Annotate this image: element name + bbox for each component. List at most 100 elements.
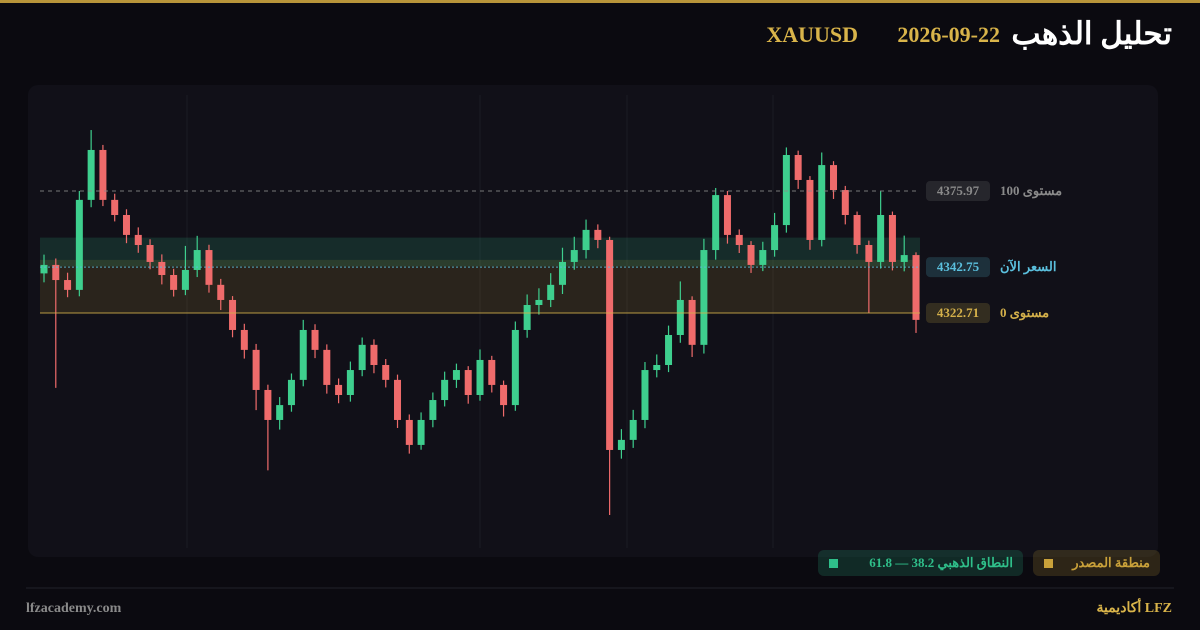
- legend-label: منطقة المصدر: [1071, 555, 1150, 571]
- candle-body: [759, 250, 767, 265]
- candle-body: [794, 155, 802, 180]
- candle-body: [181, 269, 189, 290]
- level-name: مستوى 100: [1000, 183, 1062, 199]
- candle-body: [700, 250, 708, 345]
- candle-body: [170, 275, 178, 290]
- candle-body: [146, 245, 154, 262]
- candle-body: [158, 261, 166, 275]
- candle-body: [806, 179, 814, 240]
- candle-body: [629, 419, 637, 440]
- candle-body: [570, 250, 578, 262]
- candle-body: [217, 284, 225, 300]
- candle-body: [582, 229, 590, 251]
- candle-body: [264, 389, 272, 420]
- candle-body: [830, 165, 838, 191]
- legend-label: النطاق الذهبي 38.2 — 61.8: [869, 555, 1013, 571]
- candle-body: [287, 379, 295, 406]
- candle-body: [511, 329, 519, 406]
- candle-body: [452, 370, 460, 380]
- candle-body: [441, 379, 449, 401]
- legend-swatch: [1044, 559, 1053, 568]
- candle-body: [240, 329, 248, 350]
- candle-body: [523, 305, 531, 330]
- candle-body: [111, 199, 119, 215]
- candle-body: [912, 255, 920, 320]
- candles: [40, 130, 920, 515]
- candle-body: [311, 329, 319, 350]
- candle-body: [488, 359, 496, 385]
- date: 2026-09-22: [897, 22, 1000, 47]
- candle-body: [888, 215, 896, 262]
- top-rule: [0, 0, 1200, 3]
- candle-body: [558, 261, 566, 285]
- candle-body: [476, 359, 484, 395]
- candle-body: [877, 215, 885, 262]
- candle-body: [547, 284, 555, 300]
- candle-body: [99, 149, 107, 200]
- footer-brand: أكاديمية LFZ: [1096, 597, 1172, 616]
- candle-body: [865, 245, 873, 262]
- candle-body: [429, 400, 437, 420]
- candle-body: [606, 239, 614, 450]
- candle-body: [252, 349, 260, 390]
- candle-body: [405, 419, 413, 445]
- level-name: مستوى 0: [1000, 305, 1049, 321]
- candle-body: [40, 264, 48, 274]
- candle-body: [323, 349, 331, 385]
- candle-body: [276, 405, 284, 420]
- candle-body: [676, 299, 684, 335]
- level-value: 4342.75: [937, 259, 980, 274]
- candle-body: [594, 229, 602, 240]
- candle-body: [747, 245, 755, 265]
- candle-body: [853, 215, 861, 245]
- vertical-grid: [186, 95, 774, 548]
- candle-body: [229, 299, 237, 330]
- candle-body: [52, 264, 60, 281]
- level-value: 4375.97: [937, 183, 980, 198]
- title: تحليل الذهب: [1011, 16, 1172, 51]
- candle-body: [841, 190, 849, 215]
- candle-body: [735, 234, 743, 245]
- candle-body: [193, 250, 201, 270]
- candle-body: [346, 370, 354, 395]
- candle-body: [782, 155, 790, 226]
- legend-swatch: [829, 559, 838, 568]
- candle-body: [358, 344, 366, 371]
- level-badge: [926, 257, 990, 278]
- candle-body: [535, 299, 543, 305]
- candle-body: [394, 379, 402, 420]
- candle-body: [818, 165, 826, 240]
- level-name: السعر الآن: [1000, 259, 1056, 275]
- symbol: XAUUSD: [766, 22, 858, 47]
- candle-body: [335, 384, 343, 395]
- candle-body: [87, 149, 95, 200]
- candle-body: [382, 365, 390, 380]
- candle-body: [299, 329, 307, 380]
- candle-body: [64, 280, 72, 290]
- candle-body: [122, 215, 130, 235]
- candle-body: [723, 195, 731, 235]
- candle-body: [712, 195, 720, 251]
- candle-body: [75, 199, 83, 290]
- zone: [40, 237, 920, 267]
- candle-body: [653, 365, 661, 371]
- level-badge: [926, 302, 990, 323]
- candle-body: [771, 225, 779, 251]
- candle-body: [665, 335, 673, 365]
- candle-body: [417, 419, 425, 445]
- candle-body: [641, 370, 649, 420]
- candle-body: [134, 234, 142, 245]
- candle-body: [688, 299, 696, 345]
- candle-body: [617, 439, 625, 450]
- legend-box: [818, 550, 1023, 576]
- candle-body: [464, 370, 472, 395]
- candle-body: [370, 344, 378, 365]
- chart-panel: [28, 85, 1158, 557]
- candle-body: [500, 384, 508, 406]
- legend: منطقة المصدر النطاق الذهبي 38.2 — 61.8: [818, 550, 1160, 576]
- legend-box: [1033, 550, 1160, 576]
- levels: 4375.97 مستوى 100 4342.75 السعر الآن 4322.71…: [40, 181, 1062, 323]
- level-badge: [926, 181, 990, 202]
- footer-site: lfzacademy.com: [26, 601, 122, 616]
